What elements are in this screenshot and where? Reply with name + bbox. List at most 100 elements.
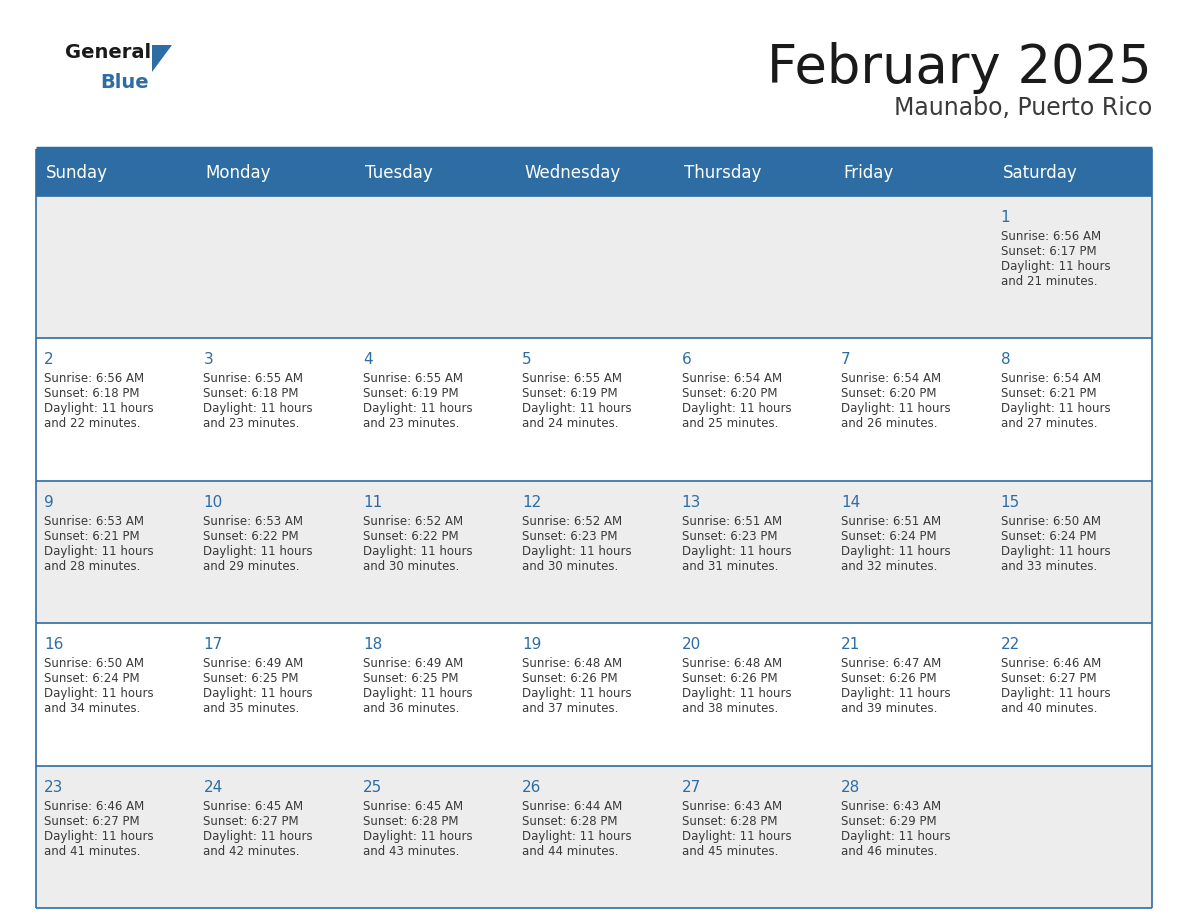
Text: Sunrise: 6:45 AM: Sunrise: 6:45 AM: [362, 800, 463, 812]
Text: Daylight: 11 hours: Daylight: 11 hours: [203, 402, 314, 416]
Text: and 32 minutes.: and 32 minutes.: [841, 560, 937, 573]
Text: Sunrise: 6:54 AM: Sunrise: 6:54 AM: [841, 373, 941, 386]
Text: and 24 minutes.: and 24 minutes.: [523, 418, 619, 431]
Text: Daylight: 11 hours: Daylight: 11 hours: [682, 688, 791, 700]
Text: and 41 minutes.: and 41 minutes.: [44, 845, 140, 857]
Text: Tuesday: Tuesday: [365, 163, 432, 182]
FancyBboxPatch shape: [36, 623, 1152, 766]
Text: Sunrise: 6:43 AM: Sunrise: 6:43 AM: [682, 800, 782, 812]
Text: Sunrise: 6:54 AM: Sunrise: 6:54 AM: [682, 373, 782, 386]
Text: 24: 24: [203, 779, 222, 795]
Text: 1: 1: [1000, 210, 1010, 225]
Text: Daylight: 11 hours: Daylight: 11 hours: [362, 830, 473, 843]
Text: Sunrise: 6:56 AM: Sunrise: 6:56 AM: [44, 373, 144, 386]
Text: 8: 8: [1000, 353, 1010, 367]
Text: Daylight: 11 hours: Daylight: 11 hours: [841, 830, 950, 843]
Text: 27: 27: [682, 779, 701, 795]
Text: Sunset: 6:27 PM: Sunset: 6:27 PM: [1000, 672, 1097, 685]
Text: 9: 9: [44, 495, 53, 509]
Text: Daylight: 11 hours: Daylight: 11 hours: [682, 402, 791, 416]
Text: Sunset: 6:26 PM: Sunset: 6:26 PM: [841, 672, 937, 685]
Text: Daylight: 11 hours: Daylight: 11 hours: [1000, 544, 1111, 558]
Text: Sunset: 6:19 PM: Sunset: 6:19 PM: [523, 387, 618, 400]
Text: Blue: Blue: [100, 73, 148, 92]
Text: 18: 18: [362, 637, 383, 652]
Text: 11: 11: [362, 495, 383, 509]
Text: and 31 minutes.: and 31 minutes.: [682, 560, 778, 573]
Text: and 35 minutes.: and 35 minutes.: [203, 702, 299, 715]
Text: Thursday: Thursday: [684, 163, 762, 182]
Text: and 23 minutes.: and 23 minutes.: [203, 418, 299, 431]
Text: Daylight: 11 hours: Daylight: 11 hours: [203, 830, 314, 843]
Text: February 2025: February 2025: [767, 42, 1152, 94]
Text: Daylight: 11 hours: Daylight: 11 hours: [203, 688, 314, 700]
Text: and 22 minutes.: and 22 minutes.: [44, 418, 140, 431]
Text: and 30 minutes.: and 30 minutes.: [523, 560, 619, 573]
Text: Sunrise: 6:43 AM: Sunrise: 6:43 AM: [841, 800, 941, 812]
Text: Daylight: 11 hours: Daylight: 11 hours: [682, 544, 791, 558]
Text: Saturday: Saturday: [1003, 163, 1078, 182]
Text: Daylight: 11 hours: Daylight: 11 hours: [523, 544, 632, 558]
Text: and 38 minutes.: and 38 minutes.: [682, 702, 778, 715]
Text: 21: 21: [841, 637, 860, 652]
Text: Sunset: 6:18 PM: Sunset: 6:18 PM: [203, 387, 299, 400]
Text: 15: 15: [1000, 495, 1019, 509]
Text: Daylight: 11 hours: Daylight: 11 hours: [362, 544, 473, 558]
Text: Sunset: 6:29 PM: Sunset: 6:29 PM: [841, 814, 937, 828]
Text: and 44 minutes.: and 44 minutes.: [523, 845, 619, 857]
Text: and 29 minutes.: and 29 minutes.: [203, 560, 299, 573]
Text: Sunset: 6:23 PM: Sunset: 6:23 PM: [523, 530, 618, 543]
Text: Daylight: 11 hours: Daylight: 11 hours: [362, 402, 473, 416]
Text: Daylight: 11 hours: Daylight: 11 hours: [44, 830, 153, 843]
Text: 23: 23: [44, 779, 63, 795]
Text: Daylight: 11 hours: Daylight: 11 hours: [44, 402, 153, 416]
Text: Daylight: 11 hours: Daylight: 11 hours: [841, 688, 950, 700]
Text: Sunset: 6:26 PM: Sunset: 6:26 PM: [523, 672, 618, 685]
Text: Sunset: 6:25 PM: Sunset: 6:25 PM: [362, 672, 459, 685]
Text: 12: 12: [523, 495, 542, 509]
Text: Sunset: 6:28 PM: Sunset: 6:28 PM: [523, 814, 618, 828]
Text: and 21 minutes.: and 21 minutes.: [1000, 275, 1097, 288]
Text: and 42 minutes.: and 42 minutes.: [203, 845, 299, 857]
Text: Sunset: 6:28 PM: Sunset: 6:28 PM: [682, 814, 777, 828]
Text: Sunset: 6:24 PM: Sunset: 6:24 PM: [44, 672, 140, 685]
Text: Sunrise: 6:55 AM: Sunrise: 6:55 AM: [362, 373, 463, 386]
Text: Sunset: 6:21 PM: Sunset: 6:21 PM: [1000, 387, 1097, 400]
Text: and 43 minutes.: and 43 minutes.: [362, 845, 460, 857]
Text: and 37 minutes.: and 37 minutes.: [523, 702, 619, 715]
Text: 22: 22: [1000, 637, 1019, 652]
Text: Sunset: 6:17 PM: Sunset: 6:17 PM: [1000, 245, 1097, 258]
Text: Daylight: 11 hours: Daylight: 11 hours: [362, 688, 473, 700]
Text: and 27 minutes.: and 27 minutes.: [1000, 418, 1097, 431]
Text: 16: 16: [44, 637, 63, 652]
Text: Daylight: 11 hours: Daylight: 11 hours: [203, 544, 314, 558]
Text: Daylight: 11 hours: Daylight: 11 hours: [523, 830, 632, 843]
Text: Sunset: 6:25 PM: Sunset: 6:25 PM: [203, 672, 299, 685]
Text: Sunrise: 6:55 AM: Sunrise: 6:55 AM: [523, 373, 623, 386]
Text: Daylight: 11 hours: Daylight: 11 hours: [1000, 402, 1111, 416]
Text: 2: 2: [44, 353, 53, 367]
Text: Sunrise: 6:56 AM: Sunrise: 6:56 AM: [1000, 230, 1101, 243]
Text: and 40 minutes.: and 40 minutes.: [1000, 702, 1097, 715]
Text: Daylight: 11 hours: Daylight: 11 hours: [1000, 688, 1111, 700]
Text: Sunset: 6:21 PM: Sunset: 6:21 PM: [44, 530, 140, 543]
Text: Sunday: Sunday: [46, 163, 108, 182]
Text: 3: 3: [203, 353, 213, 367]
Text: and 25 minutes.: and 25 minutes.: [682, 418, 778, 431]
Text: Sunset: 6:27 PM: Sunset: 6:27 PM: [203, 814, 299, 828]
Text: Sunset: 6:20 PM: Sunset: 6:20 PM: [682, 387, 777, 400]
Text: and 45 minutes.: and 45 minutes.: [682, 845, 778, 857]
Text: 26: 26: [523, 779, 542, 795]
Text: 14: 14: [841, 495, 860, 509]
Polygon shape: [152, 45, 172, 72]
Text: 6: 6: [682, 353, 691, 367]
Text: Sunrise: 6:52 AM: Sunrise: 6:52 AM: [523, 515, 623, 528]
Text: Daylight: 11 hours: Daylight: 11 hours: [523, 688, 632, 700]
Text: and 46 minutes.: and 46 minutes.: [841, 845, 937, 857]
Text: Sunset: 6:24 PM: Sunset: 6:24 PM: [1000, 530, 1097, 543]
Text: Sunrise: 6:54 AM: Sunrise: 6:54 AM: [1000, 373, 1101, 386]
Text: Wednesday: Wednesday: [524, 163, 620, 182]
Text: Sunset: 6:26 PM: Sunset: 6:26 PM: [682, 672, 777, 685]
Text: Sunrise: 6:48 AM: Sunrise: 6:48 AM: [523, 657, 623, 670]
Text: Daylight: 11 hours: Daylight: 11 hours: [44, 688, 153, 700]
